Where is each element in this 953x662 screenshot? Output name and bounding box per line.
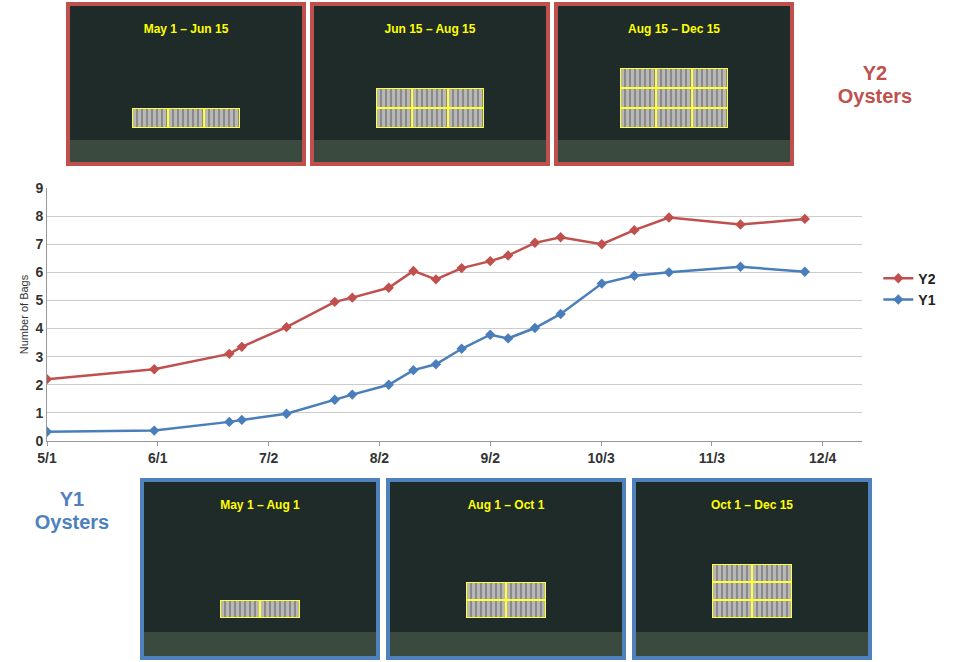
svg-text:7/2: 7/2 (259, 450, 279, 466)
svg-text:3: 3 (35, 349, 43, 365)
svg-text:5: 5 (35, 292, 43, 308)
svg-text:2: 2 (35, 377, 43, 393)
html-text:May 1 – Aug 1: May 1 – Aug 1 (220, 498, 300, 512)
svg-text:7: 7 (35, 236, 43, 252)
svg-text:12/4: 12/4 (809, 450, 836, 466)
svg-text:Y1: Y1 (918, 292, 935, 308)
html-text:Y1 Oysters: Y1 Oysters (34, 488, 110, 533)
html-text:Oct 1 – Dec 15: Oct 1 – Dec 15 (711, 498, 793, 512)
svg-text:6: 6 (35, 264, 43, 280)
svg-text:Number of Bags: Number of Bags (18, 274, 30, 354)
html-text:Aug 1 – Oct 1: Aug 1 – Oct 1 (467, 498, 545, 512)
svg-text:9/2: 9/2 (481, 450, 501, 466)
svg-text:Y2: Y2 (918, 271, 935, 287)
html-text:Aug 15 – Dec 15: Aug 15 – Dec 15 (628, 22, 720, 36)
svg-text:1: 1 (35, 405, 43, 421)
svg-text:11/3: 11/3 (699, 450, 726, 466)
svg-text:4: 4 (35, 320, 43, 336)
html-text:May 1 – Jun 15: May 1 – Jun 15 (143, 22, 229, 36)
svg-text:0: 0 (35, 433, 43, 449)
html-text:Jun 15 – Aug 15: Jun 15 – Aug 15 (384, 22, 476, 36)
svg-text:8: 8 (35, 208, 43, 224)
svg-text:5/1: 5/1 (37, 450, 57, 466)
svg-text:10/3: 10/3 (587, 450, 614, 466)
svg-text:9: 9 (35, 180, 43, 196)
svg-text:6/1: 6/1 (148, 450, 168, 466)
html-text:Y2 Oysters: Y2 Oysters (837, 62, 913, 107)
svg-text:8/2: 8/2 (370, 450, 390, 466)
